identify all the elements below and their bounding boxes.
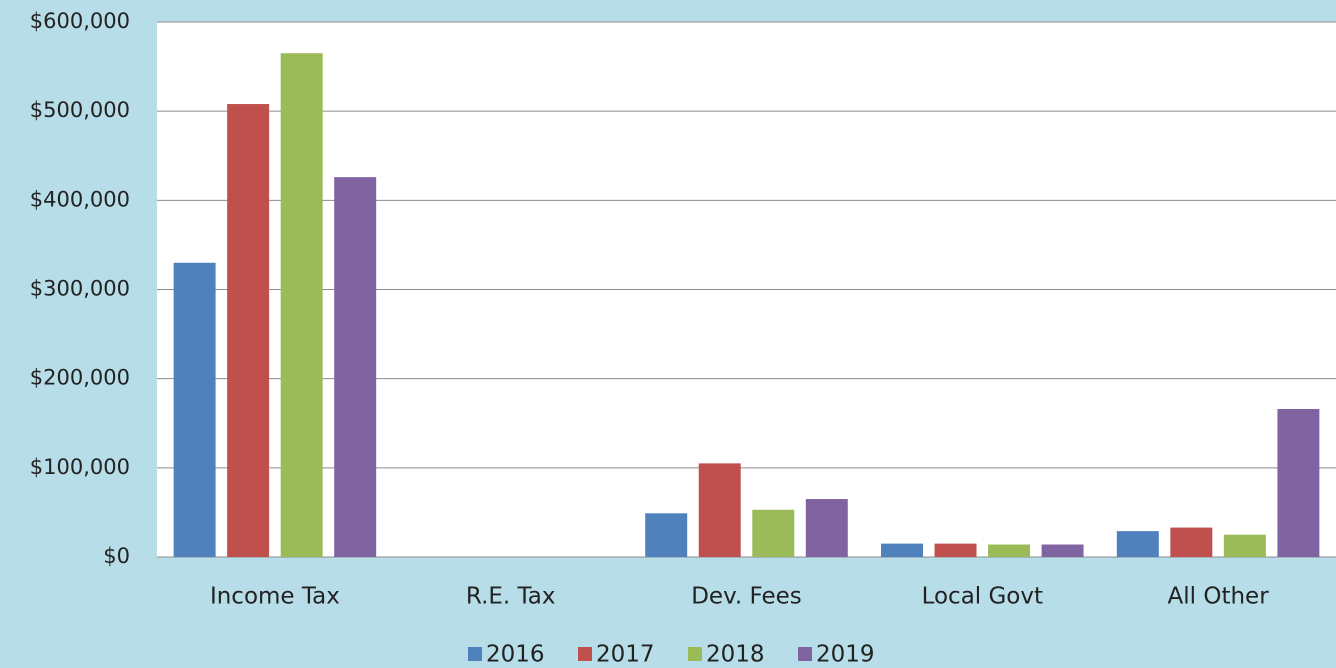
bar [934, 543, 977, 557]
legend-swatch [688, 647, 702, 661]
legend-label: 2016 [486, 642, 545, 668]
bar [1116, 531, 1159, 557]
y-tick-label: $300,000 [30, 277, 130, 301]
bar [280, 53, 323, 557]
bar [645, 513, 688, 557]
x-tick-label: Income Tax [210, 584, 340, 610]
legend-label: 2018 [706, 642, 765, 668]
bar [227, 104, 270, 558]
y-tick-label: $600,000 [30, 9, 130, 33]
x-tick-label: Dev. Fees [691, 584, 802, 610]
bar [698, 463, 741, 557]
bar [334, 177, 377, 557]
bar [988, 544, 1031, 557]
bar [1041, 544, 1084, 557]
y-tick-label: $100,000 [30, 455, 130, 479]
bar [1277, 408, 1320, 557]
x-tick-label: R.E. Tax [466, 584, 556, 610]
bar [881, 543, 923, 557]
bar [1223, 534, 1266, 557]
legend-label: 2019 [816, 642, 875, 668]
bar [1170, 527, 1213, 557]
legend-swatch [468, 647, 482, 661]
y-tick-label: $0 [103, 544, 130, 568]
x-tick-label: All Other [1168, 584, 1270, 610]
x-tick-label: Local Govt [922, 584, 1043, 610]
bar [752, 509, 795, 557]
bar [805, 499, 848, 557]
y-tick-label: $200,000 [30, 366, 130, 390]
bar [173, 262, 216, 557]
y-tick-label: $500,000 [30, 98, 130, 122]
y-tick-label: $400,000 [30, 187, 130, 211]
legend-label: 2017 [596, 642, 655, 668]
legend-swatch [578, 647, 592, 661]
legend-swatch [798, 647, 812, 661]
